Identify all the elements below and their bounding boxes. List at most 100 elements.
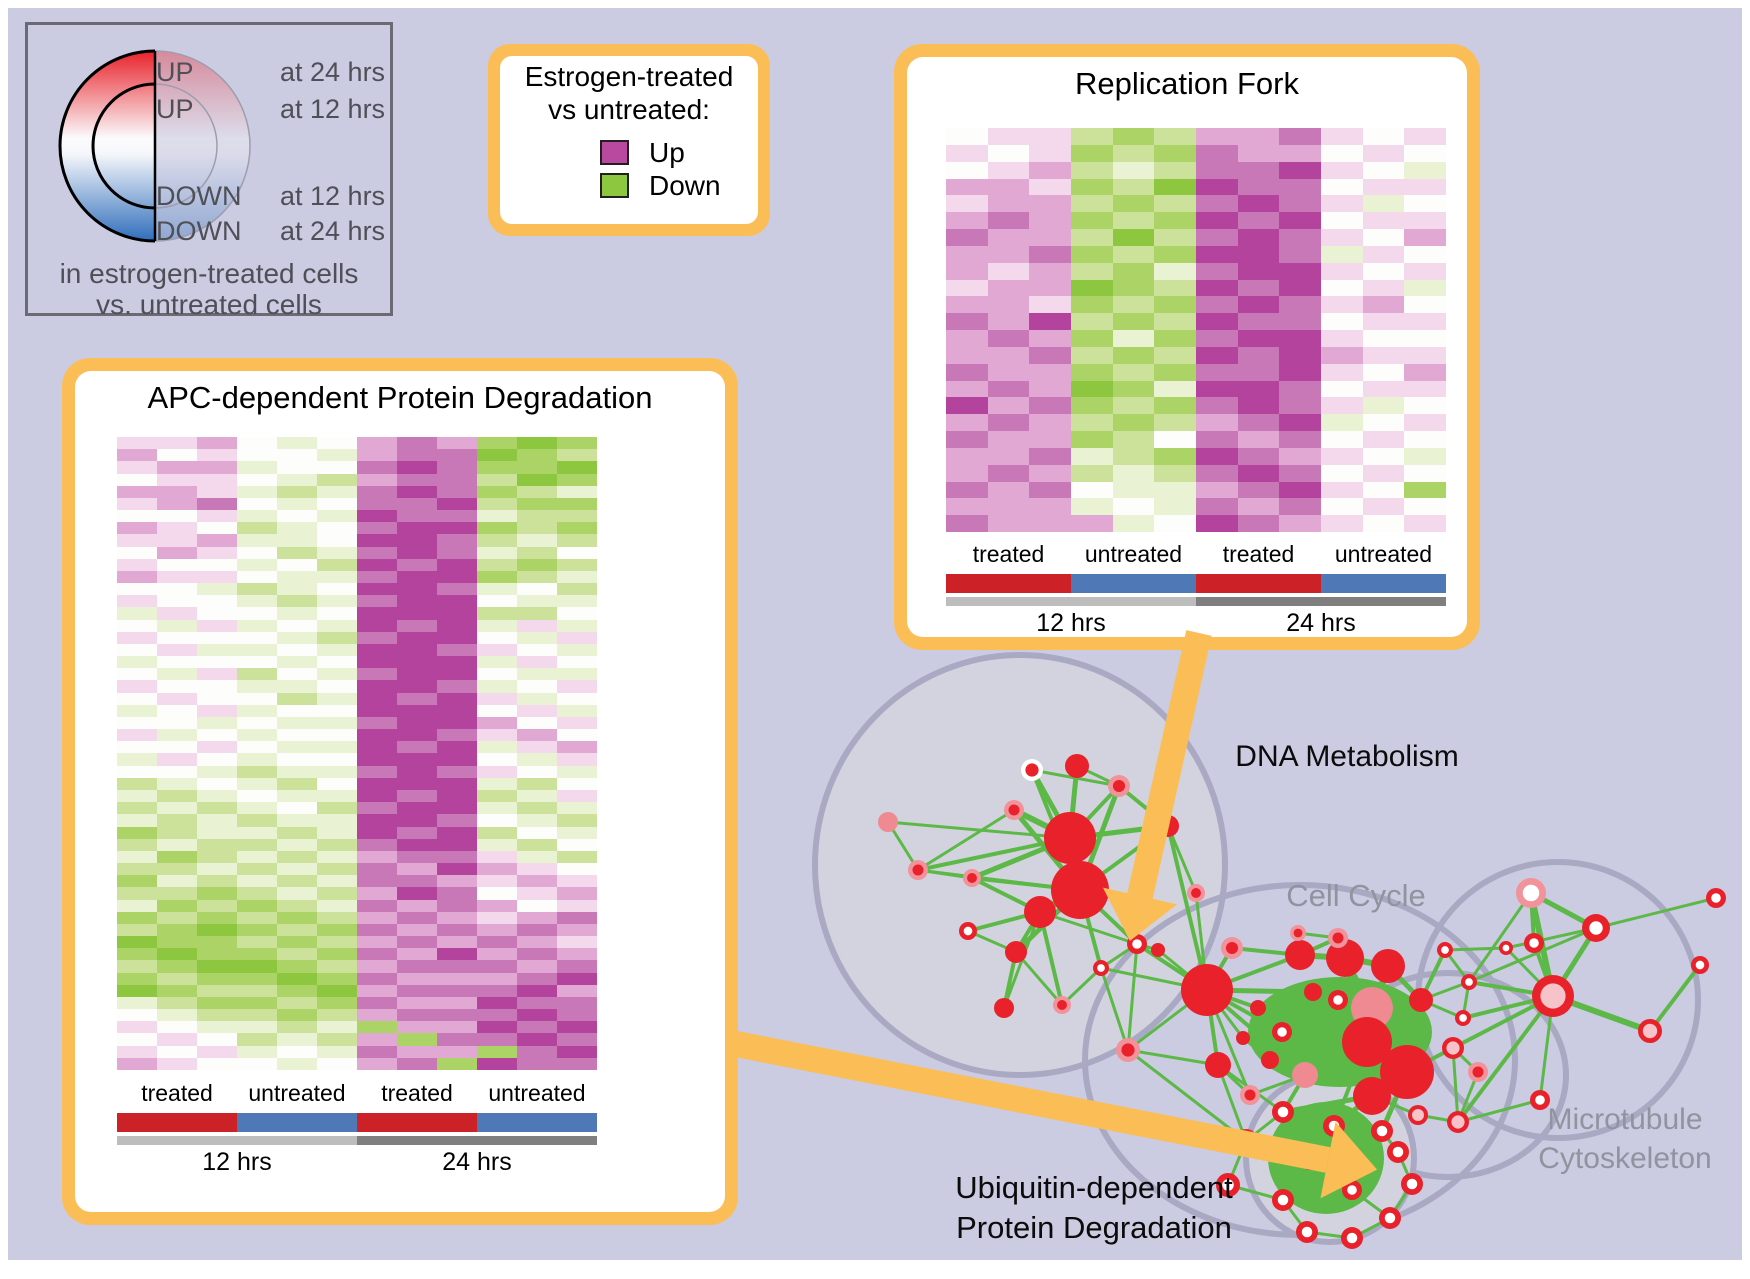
heatmap-cell bbox=[117, 1057, 157, 1070]
heatmap-cell bbox=[946, 481, 988, 499]
heatmap-cell bbox=[397, 619, 437, 632]
heatmap-cell bbox=[117, 826, 157, 839]
heatmap-cell bbox=[987, 397, 1030, 415]
heatmap-cell bbox=[1071, 262, 1113, 280]
heatmap-cell bbox=[357, 765, 397, 778]
heatmap-cell bbox=[1029, 128, 1071, 145]
heatmap-cell bbox=[1196, 380, 1238, 398]
heatmap-cell bbox=[317, 595, 357, 608]
heatmap-cell bbox=[1279, 447, 1321, 465]
heatmap-cell bbox=[1112, 144, 1155, 162]
heatmap-cell bbox=[557, 741, 597, 754]
heatmap-cell bbox=[477, 802, 517, 815]
heatmap-cell bbox=[1237, 212, 1280, 229]
treatment-bar-segment bbox=[117, 1113, 237, 1132]
heatmap-cell bbox=[157, 899, 197, 912]
heatmap-cell bbox=[117, 510, 157, 523]
heatmap-cell bbox=[1362, 330, 1405, 347]
heatmap-cell bbox=[277, 984, 317, 997]
heatmap-cell bbox=[517, 473, 557, 486]
heatmap-cell bbox=[437, 899, 477, 912]
heatmap-cell bbox=[1029, 380, 1071, 398]
heatmap-cell bbox=[197, 1057, 237, 1070]
heatmap-cell bbox=[197, 838, 237, 851]
heatmap-cell bbox=[117, 656, 157, 669]
heatmap-cell bbox=[946, 414, 988, 431]
treatment-bar-segment bbox=[357, 1113, 477, 1132]
heatmap-cell bbox=[1404, 447, 1446, 465]
heatmap-cell bbox=[397, 1021, 437, 1034]
heatmap-cell bbox=[157, 960, 197, 973]
heatmap-cell bbox=[517, 850, 557, 864]
heatmap-cell bbox=[1071, 464, 1113, 482]
heatmap-cell bbox=[1279, 363, 1321, 381]
heatmap-cell bbox=[117, 692, 157, 705]
heatmap-cell bbox=[157, 1009, 197, 1022]
heatmap-cell bbox=[117, 619, 157, 632]
heatmap-cell bbox=[117, 631, 157, 644]
heatmap-cell bbox=[117, 777, 157, 791]
heatmap-cell bbox=[557, 522, 597, 535]
heatmap-cell bbox=[1321, 515, 1363, 532]
heatmap-cell bbox=[157, 656, 197, 669]
heatmap-cell bbox=[1362, 313, 1405, 330]
heatmap-cell bbox=[517, 522, 557, 535]
heatmap-cell bbox=[237, 473, 277, 486]
heatmap-cell bbox=[477, 1021, 517, 1034]
heatmap-cell bbox=[277, 643, 317, 657]
updown-legend-box: Estrogen-treated vs untreated: Up Down bbox=[488, 44, 770, 236]
heatmap-cell bbox=[397, 437, 437, 450]
heatmap-cell bbox=[277, 863, 317, 876]
heatmap-cell bbox=[237, 899, 277, 912]
heatmap-cell bbox=[1029, 279, 1071, 297]
heatmap-cell bbox=[1196, 414, 1238, 431]
heatmap-cell bbox=[477, 607, 517, 620]
heatmap-cell bbox=[357, 668, 397, 681]
heatmap-cell bbox=[357, 704, 397, 717]
heatmap-cell bbox=[237, 1057, 277, 1070]
heatmap-cell bbox=[477, 716, 517, 730]
heatmap-cell bbox=[477, 595, 517, 608]
cell-cycle-label: Cell Cycle bbox=[1286, 878, 1426, 913]
heatmap-cell bbox=[437, 972, 477, 985]
heatmap-cell bbox=[437, 1057, 477, 1070]
heatmap-cell bbox=[117, 643, 157, 657]
heatmap-cell bbox=[1321, 245, 1363, 263]
heatmap-cell bbox=[1404, 380, 1446, 398]
heatmap-cell bbox=[1154, 178, 1196, 196]
ring-legend-down-12-dir: DOWN bbox=[156, 181, 242, 211]
heatmap-cell bbox=[157, 802, 197, 815]
heatmap-cell bbox=[1029, 498, 1071, 516]
heatmap-cell bbox=[1279, 161, 1321, 179]
heatmap-cell bbox=[317, 887, 357, 900]
heatmap-cell bbox=[1071, 178, 1113, 196]
heatmap-cell bbox=[517, 1021, 557, 1034]
heatmap-cell bbox=[1029, 363, 1071, 381]
heatmap-cell bbox=[317, 1021, 357, 1034]
heatmap-cell bbox=[237, 680, 277, 693]
heatmap-cell bbox=[437, 716, 477, 730]
heatmap-cell bbox=[1237, 178, 1280, 196]
heatmap-cell bbox=[1154, 397, 1196, 415]
heatmap-cell bbox=[1029, 229, 1071, 246]
heatmap-cell bbox=[157, 497, 197, 511]
heatmap-cell bbox=[557, 643, 597, 657]
heatmap-cell bbox=[197, 595, 237, 608]
heatmap-cell bbox=[477, 899, 517, 912]
heatmap-cell bbox=[1362, 144, 1405, 162]
heatmap-cell bbox=[517, 510, 557, 523]
heatmap-cell bbox=[437, 729, 477, 742]
heatmap-cell bbox=[197, 656, 237, 669]
heatmap-cell bbox=[517, 923, 557, 937]
heatmap-cell bbox=[1362, 212, 1405, 229]
heatmap-cell bbox=[1112, 346, 1155, 364]
heatmap-cell bbox=[1362, 447, 1405, 465]
heatmap-cell bbox=[1071, 279, 1113, 297]
heatmap-cell bbox=[197, 1045, 237, 1058]
heatmap-cell bbox=[197, 473, 237, 486]
heatmap-cell bbox=[1237, 397, 1280, 415]
heatmap-cell bbox=[277, 619, 317, 632]
heatmap-cell bbox=[277, 838, 317, 851]
heatmap-cell bbox=[517, 790, 557, 803]
heatmap-cell bbox=[1404, 313, 1446, 330]
